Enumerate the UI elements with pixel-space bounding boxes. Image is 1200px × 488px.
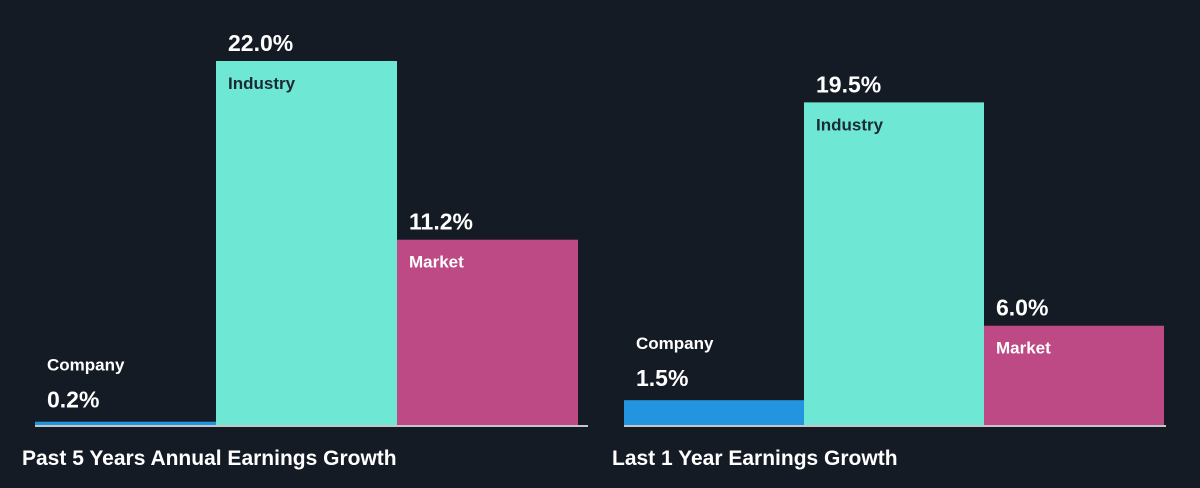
category-label-company: Company [47, 356, 125, 375]
category-label-industry: Industry [816, 115, 884, 134]
bar-industry [804, 102, 984, 425]
panel-2: 1.5% Company 19.5% Industry 6.0% Market Last 1… [612, 71, 1166, 470]
bar-company [35, 422, 216, 425]
panel-title: Past 5 Years Annual Earnings Growth [22, 447, 397, 470]
value-label-industry: 19.5% [816, 71, 881, 97]
value-label-market: 11.2% [409, 209, 473, 235]
panel-1: 0.2% Company 22.0% Industry 11.2% Market Past … [22, 30, 588, 470]
value-label-company: 0.2% [47, 387, 99, 413]
category-label-market: Market [996, 339, 1051, 358]
value-label-market: 6.0% [996, 295, 1048, 321]
panel-title: Last 1 Year Earnings Growth [612, 447, 898, 470]
bar-company [624, 400, 804, 425]
category-label-company: Company [636, 334, 714, 353]
category-label-industry: Industry [228, 74, 296, 93]
bar-industry [216, 61, 397, 425]
value-label-company: 1.5% [636, 365, 688, 391]
category-label-market: Market [409, 253, 464, 272]
value-label-industry: 22.0% [228, 30, 293, 56]
